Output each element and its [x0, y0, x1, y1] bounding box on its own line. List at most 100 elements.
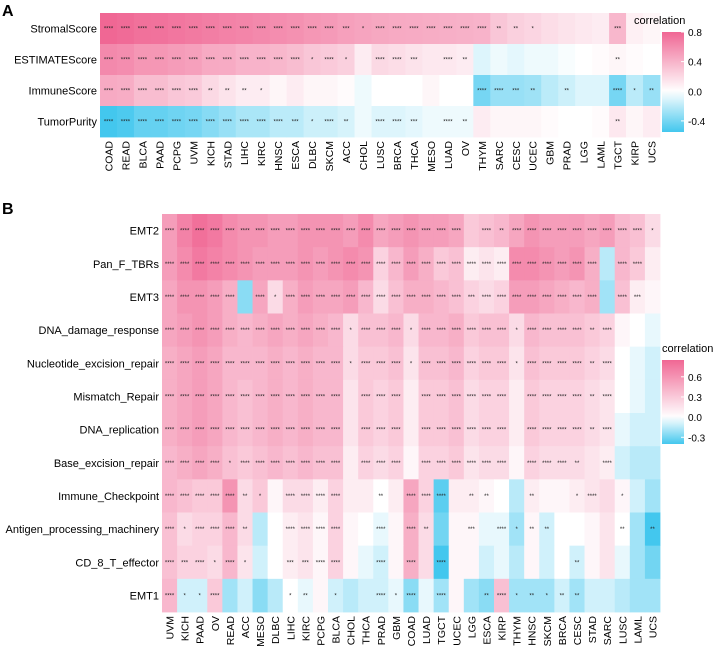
significance-mark: ****: [392, 120, 402, 126]
heatmap-cell: [162, 413, 178, 447]
heatmap-cell: [282, 346, 299, 381]
significance-mark: ****: [572, 394, 582, 400]
heatmap-cell: [388, 13, 406, 45]
significance-mark: ****: [572, 361, 582, 367]
significance-mark: ****: [467, 428, 477, 434]
significance-mark: ****: [376, 394, 386, 400]
heatmap-cell: [599, 446, 616, 480]
heatmap-cell: [599, 479, 616, 513]
significance-mark: ****: [210, 494, 220, 500]
heatmap-cell: [524, 479, 540, 513]
heatmap-cell: [237, 346, 253, 381]
significance-mark: ****: [286, 461, 296, 467]
significance-mark: ****: [240, 328, 250, 334]
panel-b-label: B: [2, 201, 14, 218]
significance-mark: ****: [482, 328, 492, 334]
column-label: ESCA: [481, 616, 493, 645]
heatmap-cell: [626, 75, 644, 107]
heatmap-cell: [388, 545, 404, 580]
heatmap-cell: [599, 379, 616, 414]
heatmap-cell: [162, 578, 178, 613]
heatmap-cell: [614, 313, 631, 348]
significance-mark: ****: [587, 262, 597, 268]
heatmap-cell: [184, 44, 203, 76]
heatmap-cell: [473, 13, 491, 45]
heatmap-cell: [524, 280, 540, 314]
significance-mark: ****: [421, 394, 431, 400]
heatmap-cell: [201, 106, 220, 138]
panel-a-column-labels: COAD READ BLCA PAAD PCPG UVM KICH STAD LIHC KIRC H…: [103, 140, 658, 172]
column-label: THYM: [477, 141, 489, 171]
heatmap-cell: [478, 446, 495, 480]
heatmap-cell: [584, 413, 601, 447]
significance-mark: ***: [512, 89, 520, 95]
heatmap-cell: [439, 13, 457, 45]
heatmap-cell: [303, 44, 322, 76]
significance-mark: *: [410, 328, 413, 334]
heatmap-cell: [629, 512, 646, 547]
heatmap-cell: [237, 545, 253, 580]
heatmap-cell: [328, 214, 344, 248]
heatmap-cell: [388, 106, 406, 138]
significance-mark: ****: [437, 394, 447, 400]
heatmap-cell: [388, 214, 404, 248]
heatmap-cell: [297, 446, 314, 480]
heatmap-cell: [328, 346, 344, 381]
significance-mark: ****: [482, 461, 492, 467]
column-label: DLBC: [307, 141, 319, 169]
significance-mark: ****: [331, 494, 341, 500]
heatmap-cell: [629, 214, 646, 248]
heatmap-cell: [643, 75, 661, 107]
significance-mark: ****: [437, 328, 447, 334]
heatmap-cell: [100, 44, 118, 76]
significance-mark: *: [311, 58, 314, 64]
heatmap-cell: [388, 247, 404, 281]
heatmap-cell: [207, 479, 223, 513]
significance-mark: ****: [225, 361, 235, 367]
heatmap-cell: [643, 106, 661, 138]
panel-b-legend-colorbar: [662, 360, 684, 444]
heatmap-cell: [494, 379, 510, 414]
heatmap-cell: [235, 75, 254, 107]
heatmap-cell: [584, 578, 601, 613]
heatmap-cell: [539, 280, 555, 314]
significance-mark: ****: [121, 58, 131, 64]
significance-mark: ****: [301, 494, 311, 500]
heatmap-cell: [539, 578, 555, 613]
significance-mark: ****: [165, 428, 175, 434]
heatmap-cell: [269, 106, 288, 138]
significance-mark: ****: [406, 295, 416, 301]
heatmap-cell: [358, 479, 374, 513]
significance-mark: ****: [633, 229, 643, 235]
significance-mark: ****: [467, 394, 477, 400]
heatmap-cell: [494, 446, 510, 480]
significance-mark: ****: [210, 461, 220, 467]
column-label: TGCT: [436, 615, 448, 644]
heatmap-cell: [297, 280, 314, 314]
heatmap-cell: [507, 75, 525, 107]
heatmap-cell: [494, 512, 510, 547]
heatmap-cell: [584, 446, 601, 480]
significance-mark: ****: [286, 262, 296, 268]
row-label: ESTIMATEScore: [14, 55, 97, 67]
significance-mark: ***: [410, 120, 418, 126]
heatmap-cell: [448, 479, 465, 513]
heatmap-cell: [388, 280, 404, 314]
column-label: COAD: [103, 141, 115, 172]
heatmap-cell: [312, 247, 329, 281]
heatmap-cell: [539, 379, 555, 414]
heatmap-cell: [509, 214, 525, 248]
heatmap-cell: [162, 247, 178, 281]
heatmap-cell: [328, 512, 344, 547]
heatmap-cell: [584, 545, 601, 580]
row-label: Pan_F_TBRs: [93, 259, 160, 271]
significance-mark: **: [378, 494, 383, 500]
column-label: UCS: [647, 141, 659, 163]
column-label: CHOL: [346, 616, 358, 645]
significance-mark: ****: [557, 262, 567, 268]
heatmap-cell: [554, 379, 570, 414]
significance-mark: ****: [557, 461, 567, 467]
significance-mark: *: [289, 593, 292, 599]
heatmap-cell: [358, 413, 374, 447]
significance-mark: ****: [443, 120, 453, 126]
